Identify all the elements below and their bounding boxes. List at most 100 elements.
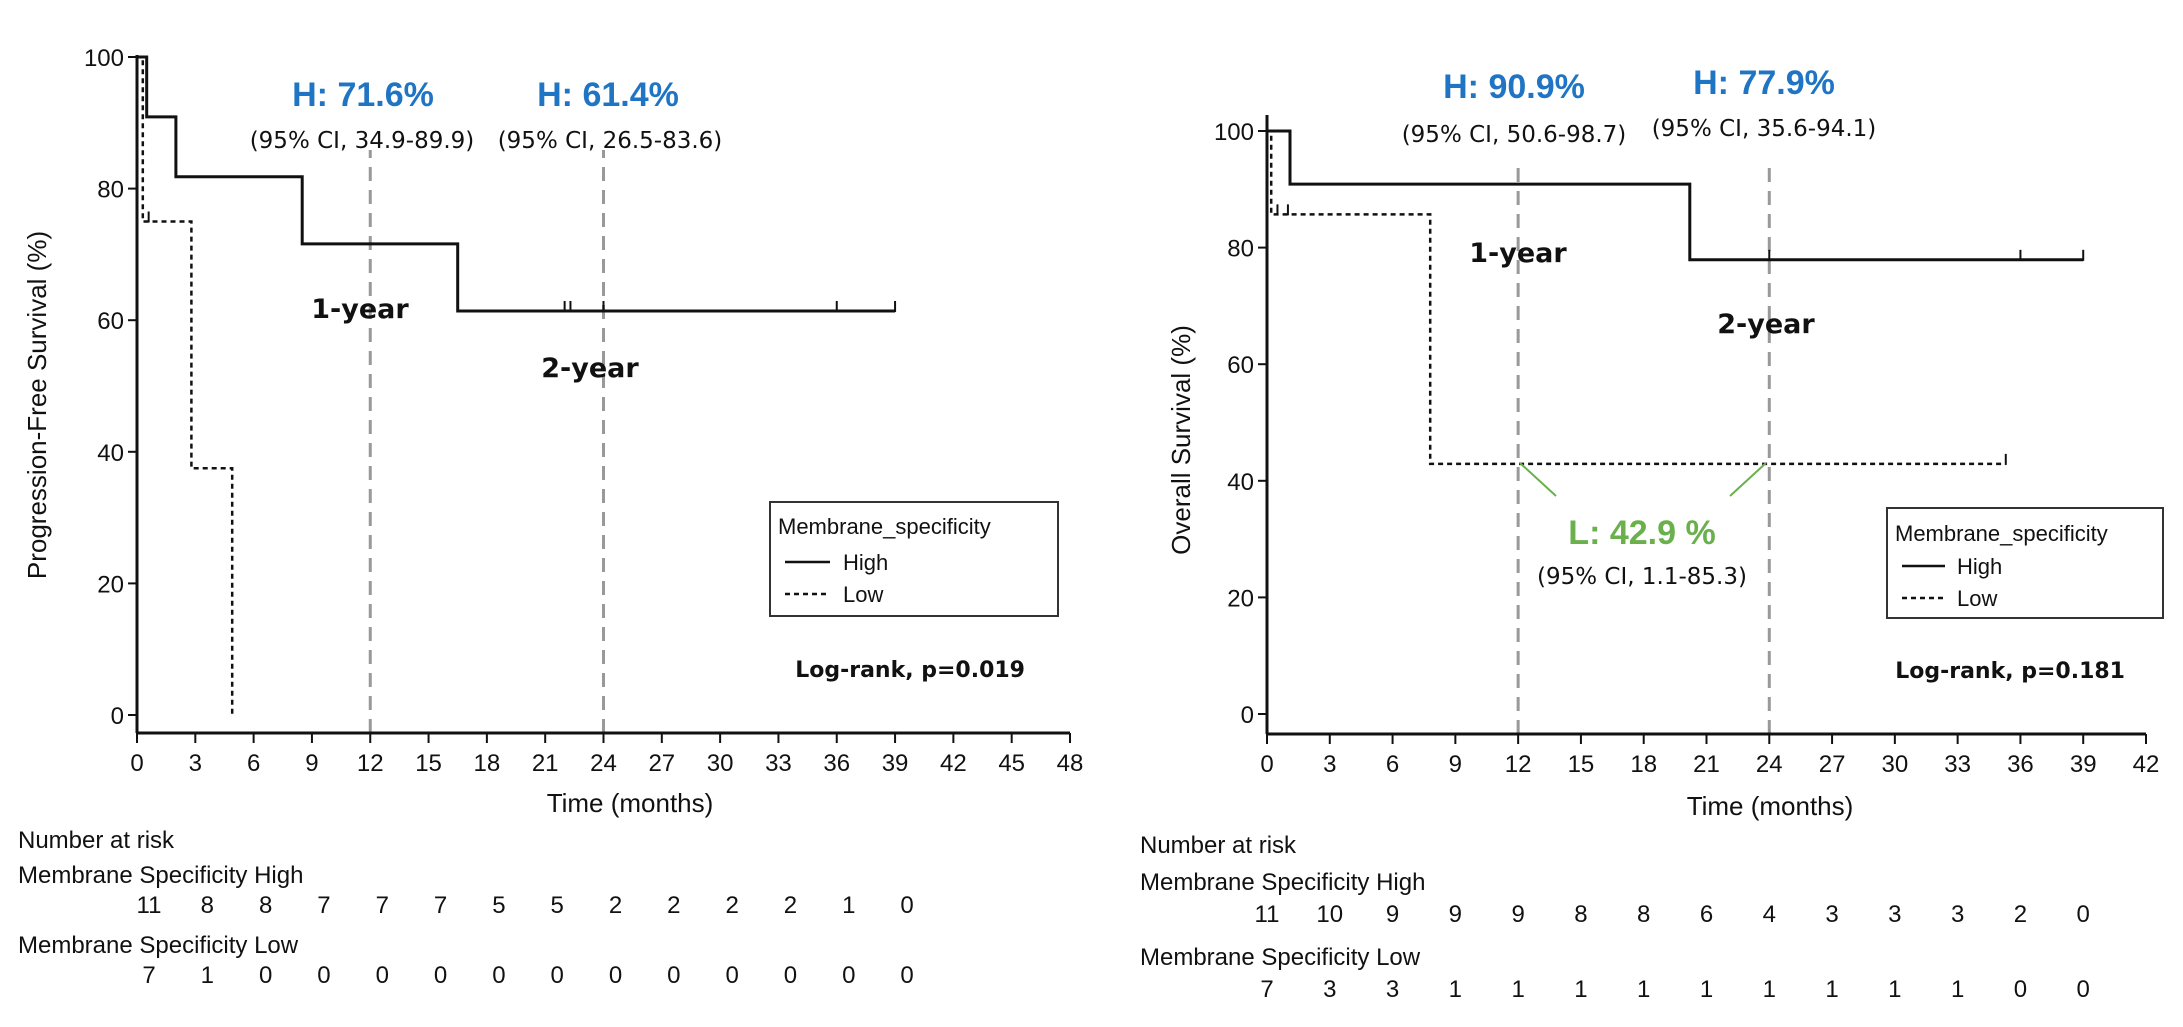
os-x-ticks: 0 3 6 9 12 15 18 21 24 27 30 33 36 39 42 — [1260, 734, 2159, 778]
pfs-x-tick-label: 45 — [998, 750, 1025, 777]
pfs-y-tick-label: 100 — [84, 45, 124, 72]
pfs-risk-low-value: 0 — [609, 962, 622, 989]
os-axes — [1265, 115, 2146, 736]
pfs-y-tick-label: 20 — [97, 571, 124, 598]
pfs-risk-low-value: 0 — [725, 962, 738, 989]
os-risk-high-value: 8 — [1574, 901, 1587, 928]
pfs-risk-high-value: 5 — [492, 892, 505, 919]
os-1-year-label: 1-year — [1469, 238, 1567, 269]
pfs-annotation-2y-ci: (95% CI, 26.5-83.6) — [498, 128, 723, 154]
os-series-high-curve — [1267, 129, 2084, 262]
os-y-tick-label: 100 — [1214, 119, 1254, 146]
os-x-axis-label: Time (months) — [1687, 791, 1854, 821]
pfs-risk-low-value: 0 — [784, 962, 797, 989]
pfs-x-tick-label: 27 — [648, 750, 675, 777]
os-x-tick-label: 42 — [2133, 751, 2160, 778]
pfs-legend-low: Low — [843, 582, 883, 607]
pfs-x-tick-label: 18 — [474, 750, 501, 777]
os-risk-low-value: 1 — [1763, 976, 1776, 1003]
os-risk-high-value: 3 — [1951, 901, 1964, 928]
os-annotation-2y-ci: (95% CI, 35.6-94.1) — [1652, 116, 1877, 142]
pfs-y-ticks: 0 20 40 60 80 100 — [84, 45, 137, 730]
pfs-risk-low-value: 0 — [900, 962, 913, 989]
pfs-series-low-curve — [137, 55, 234, 715]
pfs-risk-high-value: 7 — [317, 892, 330, 919]
pfs-risk-row-high: 11 8 8 7 7 7 5 5 2 2 2 2 1 0 — [137, 892, 914, 919]
pfs-2-year-label: 2-year — [541, 353, 639, 384]
pfs-x-tick-label: 0 — [130, 750, 143, 777]
pfs-risk-high-value: 8 — [201, 892, 214, 919]
pfs-risk-low-value: 0 — [551, 962, 564, 989]
pfs-risk-row-low-label: Membrane Specificity Low — [18, 932, 299, 959]
os-x-tick-label: 36 — [2007, 751, 2034, 778]
pfs-risk-high-value: 2 — [609, 892, 622, 919]
pfs-risk-high-value: 11 — [137, 892, 162, 919]
os-risk-low-value: 1 — [1511, 976, 1524, 1003]
os-x-tick-label: 9 — [1449, 751, 1462, 778]
pfs-logrank: Log-rank, p=0.019 — [795, 658, 1025, 683]
pfs-x-tick-label: 6 — [247, 750, 260, 777]
pfs-x-tick-label: 42 — [940, 750, 967, 777]
pfs-annotation-2y: H: 61.4% — [537, 76, 679, 114]
pfs-risk-low-value: 0 — [259, 962, 272, 989]
pfs-annotation-1y: H: 71.6% — [292, 76, 434, 114]
pfs-y-tick-label: 0 — [111, 703, 124, 730]
os-risk-low-value: 1 — [1637, 976, 1650, 1003]
pfs-risk-table: Number at risk Membrane Specificity High… — [18, 827, 914, 989]
pfs-legend-high: High — [843, 550, 888, 575]
pfs-x-tick-label: 24 — [590, 750, 617, 777]
pfs-x-tick-label: 33 — [765, 750, 792, 777]
os-x-tick-label: 39 — [2070, 751, 2097, 778]
pfs-risk-low-value: 0 — [492, 962, 505, 989]
pfs-risk-low-value: 1 — [201, 962, 214, 989]
pfs-x-tick-label: 36 — [823, 750, 850, 777]
os-y-tick-label: 20 — [1227, 585, 1254, 612]
pfs-risk-low-value: 7 — [142, 962, 155, 989]
os-risk-high-value: 2 — [2014, 901, 2027, 928]
os-risk-low-value: 0 — [2014, 976, 2027, 1003]
pfs-1-year-label: 1-year — [311, 294, 409, 325]
pfs-x-tick-label: 48 — [1057, 750, 1084, 777]
pfs-risk-high-value: 5 — [551, 892, 564, 919]
pfs-x-ticks: 0 3 6 9 12 15 18 21 24 27 30 33 36 39 42 45 48 — [130, 733, 1083, 777]
os-x-tick-label: 27 — [1819, 751, 1846, 778]
os-risk-high-value: 10 — [1316, 901, 1343, 928]
os-risk-low-value: 1 — [1888, 976, 1901, 1003]
pfs-risk-high-value: 7 — [434, 892, 447, 919]
pfs-risk-high-value: 0 — [900, 892, 913, 919]
os-x-tick-label: 0 — [1260, 751, 1273, 778]
os-low-pointer-left — [1519, 462, 1557, 497]
os-risk-high-value: 9 — [1386, 901, 1399, 928]
pfs-risk-high-value: 2 — [667, 892, 680, 919]
os-series — [1267, 129, 2085, 466]
os-risk-high-value: 4 — [1763, 901, 1776, 928]
pfs-legend-title: Membrane_specificity — [778, 514, 991, 539]
os-risk-high-value: 8 — [1637, 901, 1650, 928]
os-risk-table: Number at risk Membrane Specificity High… — [1140, 832, 2090, 1003]
pfs-x-tick-label: 39 — [882, 750, 909, 777]
os-risk-low-value: 1 — [1700, 976, 1713, 1003]
os-risk-low-value: 3 — [1323, 976, 1336, 1003]
pfs-risk-row-high-label: Membrane Specificity High — [18, 862, 303, 889]
pfs-x-tick-label: 9 — [305, 750, 318, 777]
os-x-tick-label: 3 — [1323, 751, 1336, 778]
os-y-tick-label: 80 — [1227, 236, 1254, 263]
pfs-reference-lines — [368, 150, 605, 733]
os-legend-high: High — [1957, 554, 2002, 579]
pfs-risk-high-value: 7 — [376, 892, 389, 919]
os-y-ticks: 0 20 40 60 80 100 — [1214, 119, 1267, 729]
os-risk-high-value: 9 — [1449, 901, 1462, 928]
os-x-tick-label: 18 — [1630, 751, 1657, 778]
pfs-annotation-1y-ci: (95% CI, 34.9-89.9) — [250, 128, 475, 154]
os-annotation-low: L: 42.9 % — [1568, 514, 1715, 552]
os-risk-low-value: 1 — [1951, 976, 1964, 1003]
os-x-tick-label: 33 — [1944, 751, 1971, 778]
os-risk-high-value: 0 — [2077, 901, 2090, 928]
os-risk-high-value: 9 — [1511, 901, 1524, 928]
pfs-risk-title: Number at risk — [18, 827, 175, 854]
os-y-tick-label: 60 — [1227, 352, 1254, 379]
pfs-risk-high-value: 8 — [259, 892, 272, 919]
os-y-tick-label: 0 — [1241, 702, 1254, 729]
os-2-year-label: 2-year — [1717, 309, 1815, 340]
